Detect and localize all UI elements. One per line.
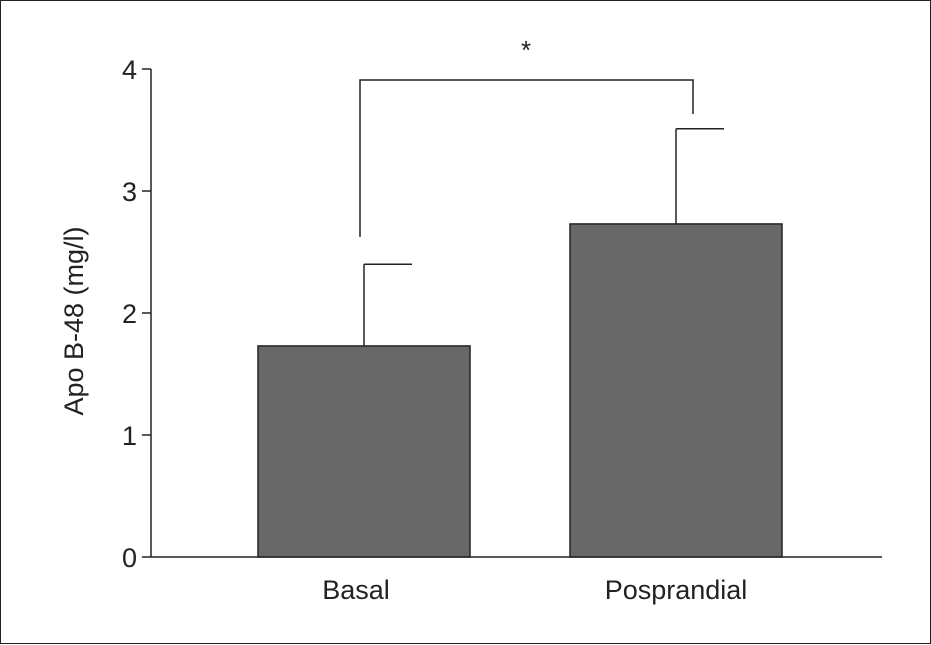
significance-bracket [359,79,694,237]
bar-posprandial [569,223,783,558]
x-category-label: Posprandial [605,575,748,605]
bar-basal [257,345,471,558]
x-category-label: Basal [322,575,390,605]
y-tick-label: 1 [122,421,137,451]
y-tick-label: 3 [122,177,137,207]
y-tick-label: 4 [122,55,137,85]
significance-label: * [521,35,531,65]
y-tick-label: 2 [122,299,137,329]
y-axis-title: Apo B-48 (mg/l) [59,226,89,415]
y-tick-label: 0 [122,543,137,573]
